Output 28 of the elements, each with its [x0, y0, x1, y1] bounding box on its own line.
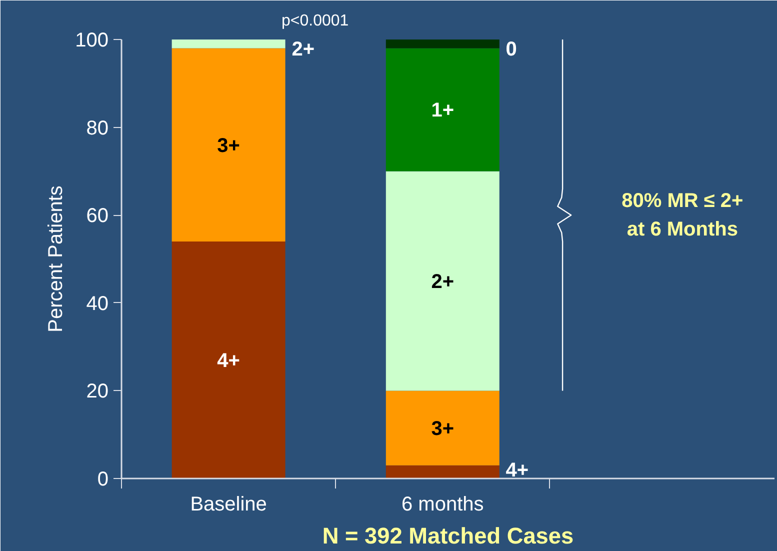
series-label: 4+ [506, 460, 529, 482]
y-tick-label: 0 [97, 468, 108, 490]
bar [172, 241, 286, 478]
bar [386, 40, 500, 48]
bar [386, 390, 500, 466]
text: 3+ [217, 134, 240, 157]
x-tick-label: 6 months [402, 494, 484, 516]
y-axis-title: Percent Patients [45, 186, 68, 332]
y-tick-label: 40 [86, 292, 109, 315]
text: 2+ [431, 270, 454, 293]
series-label: 1+ [431, 100, 454, 122]
series-label: 0 [506, 38, 517, 60]
bar [172, 40, 286, 48]
bar [386, 48, 500, 172]
series-label: 2+ [292, 38, 315, 60]
y-tick-label: 80 [86, 117, 109, 140]
bar [386, 465, 500, 478]
y-tick-label: 100 [75, 30, 109, 52]
bar [386, 171, 500, 391]
series-label: 3+ [431, 418, 454, 440]
text: p<0.0001 [282, 12, 349, 30]
bar [172, 48, 286, 242]
text: 80% MR ≤ 2+ at 6 Months [622, 190, 744, 240]
x-tick-label: Baseline [190, 494, 267, 516]
y-tick-label: 60 [86, 205, 109, 228]
x-axis-title: N = 392 Matched Cases [322, 522, 574, 548]
y-tick-label: 20 [86, 380, 109, 403]
text: 4+ [217, 350, 240, 372]
